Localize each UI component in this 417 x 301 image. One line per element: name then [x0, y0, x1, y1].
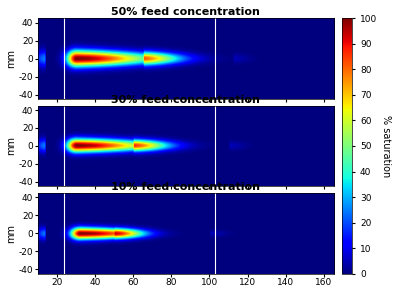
Title: 10% feed concentration: 10% feed concentration [111, 182, 260, 192]
Y-axis label: mm: mm [6, 49, 16, 68]
Y-axis label: mm: mm [6, 136, 16, 156]
Title: 30% feed concentration: 30% feed concentration [111, 95, 260, 105]
Title: 50% feed concentration: 50% feed concentration [111, 7, 260, 17]
Y-axis label: % saturation: % saturation [381, 115, 391, 177]
Y-axis label: mm: mm [6, 224, 16, 243]
